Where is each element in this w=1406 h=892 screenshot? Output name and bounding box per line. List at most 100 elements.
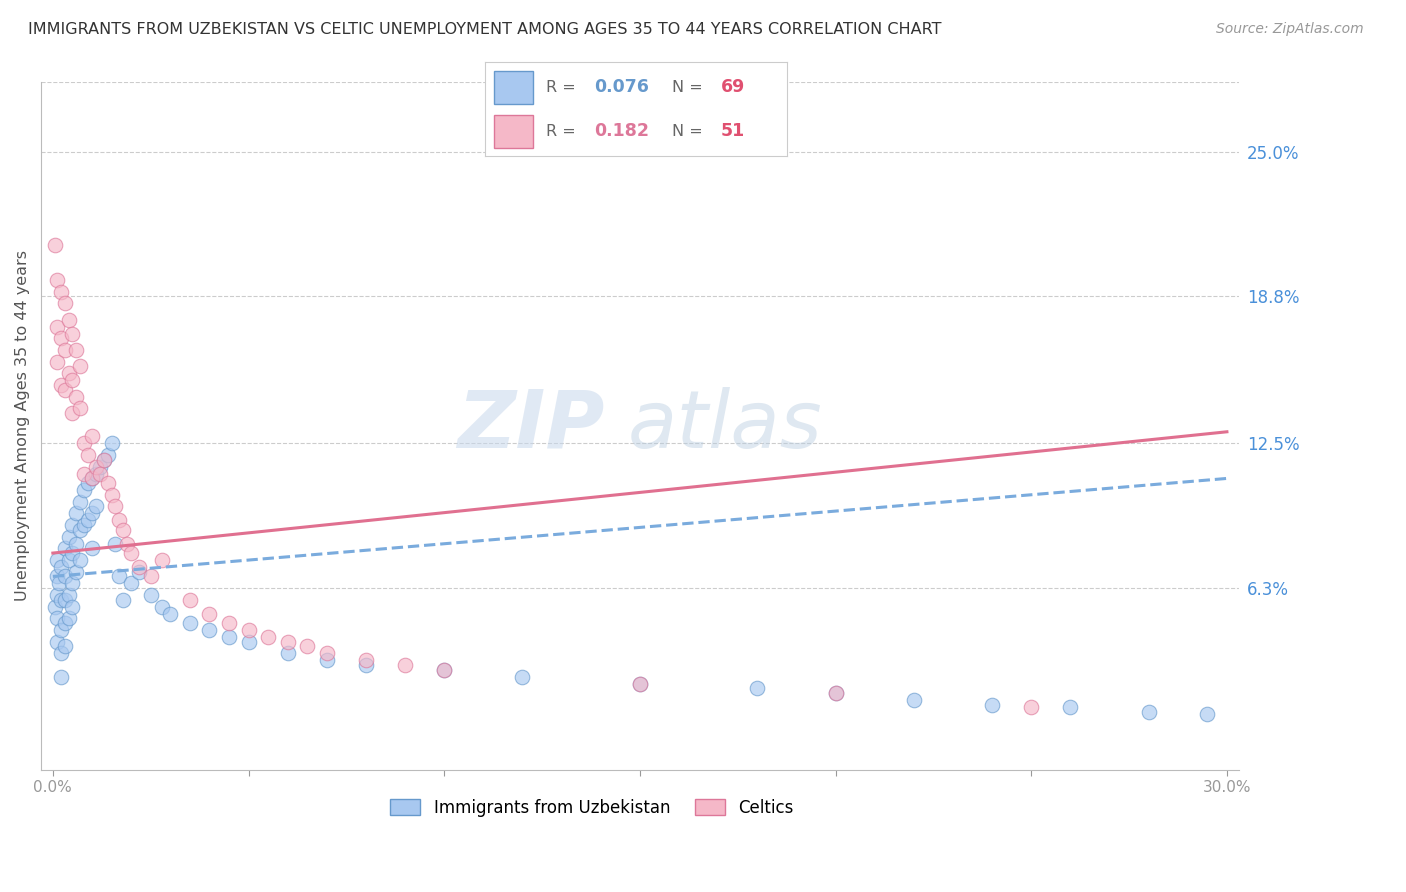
Point (179, 592, 201, 607)
Point (69, 359, 91, 374)
Point (73, 483, 96, 497)
Text: N =: N = (672, 124, 703, 139)
Point (69, 523, 91, 537)
Text: IMMIGRANTS FROM UZBEKISTAN VS CELTIC UNEMPLOYMENT AMONG AGES 35 TO 44 YEARS CORR: IMMIGRANTS FROM UZBEKISTAN VS CELTIC UNE… (28, 22, 942, 37)
Point (62, 518, 84, 533)
Point (69, 553, 91, 567)
Text: 69: 69 (721, 78, 745, 96)
Point (62, 546, 84, 560)
Point (981, 698, 1004, 712)
Point (238, 634, 260, 648)
Point (58, 611, 80, 625)
Text: N =: N = (672, 79, 703, 95)
Point (53, 541, 76, 556)
Point (89, 467, 111, 481)
Point (45, 634, 67, 648)
Point (62, 599, 84, 614)
Point (45, 355, 67, 369)
Point (65, 537, 87, 551)
Point (49, 670, 72, 684)
Point (53, 569, 76, 583)
Point (354, 658, 377, 673)
Point (77, 513, 100, 527)
Text: R =: R = (546, 124, 575, 139)
Point (277, 646, 299, 660)
Point (433, 663, 456, 677)
Y-axis label: Unemployment Among Ages 35 to 44 years: Unemployment Among Ages 35 to 44 years (15, 251, 30, 601)
Point (48, 576, 70, 591)
Point (49, 331, 72, 345)
Point (218, 615, 240, 630)
Point (69, 401, 91, 416)
Point (104, 500, 127, 514)
Point (58, 553, 80, 567)
Point (84, 500, 107, 514)
Point (903, 693, 925, 707)
Text: 0.182: 0.182 (593, 122, 650, 140)
Point (58, 588, 80, 602)
Point (62, 374, 84, 388)
Point (152, 599, 174, 614)
Point (315, 646, 337, 660)
Point (108, 513, 131, 527)
Point (65, 343, 87, 358)
Point (128, 560, 150, 574)
Point (89, 459, 111, 474)
Point (628, 676, 651, 690)
Point (512, 670, 534, 684)
Point (100, 436, 122, 450)
Point (93, 452, 115, 467)
Point (80, 541, 103, 556)
Point (824, 686, 846, 700)
Point (120, 546, 142, 560)
Text: R =: R = (546, 79, 575, 95)
Point (58, 530, 80, 544)
Point (152, 553, 174, 567)
Point (45, 569, 67, 583)
Point (315, 653, 337, 667)
Point (112, 592, 135, 607)
Point (49, 623, 72, 637)
Point (394, 658, 416, 673)
Point (93, 452, 115, 467)
Point (53, 296, 76, 310)
Point (112, 523, 135, 537)
Point (53, 640, 76, 654)
Point (73, 518, 96, 533)
Point (80, 507, 103, 521)
Point (747, 681, 769, 696)
Point (80, 429, 103, 443)
Point (80, 471, 103, 485)
Point (277, 634, 299, 648)
Text: atlas: atlas (628, 387, 823, 465)
Point (49, 592, 72, 607)
Point (159, 607, 181, 621)
Point (218, 630, 240, 644)
Point (97, 448, 120, 462)
Text: Source: ZipAtlas.com: Source: ZipAtlas.com (1216, 22, 1364, 37)
Point (53, 383, 76, 397)
Point (139, 588, 162, 602)
Point (44, 238, 66, 252)
Point (58, 313, 80, 327)
Text: ZIP: ZIP (457, 387, 605, 465)
Point (108, 569, 131, 583)
Point (433, 663, 456, 677)
Point (97, 476, 120, 491)
Point (73, 436, 96, 450)
Point (198, 623, 221, 637)
Point (49, 646, 72, 660)
Point (45, 611, 67, 625)
FancyBboxPatch shape (494, 115, 533, 148)
Point (77, 448, 100, 462)
Point (297, 640, 319, 654)
Legend: Immigrants from Uzbekistan, Celtics: Immigrants from Uzbekistan, Celtics (384, 792, 800, 823)
Point (824, 686, 846, 700)
Point (49, 285, 72, 299)
Point (628, 676, 651, 690)
Point (80, 471, 103, 485)
Point (62, 326, 84, 341)
Point (120, 576, 142, 591)
Point (53, 592, 76, 607)
Point (238, 623, 260, 637)
